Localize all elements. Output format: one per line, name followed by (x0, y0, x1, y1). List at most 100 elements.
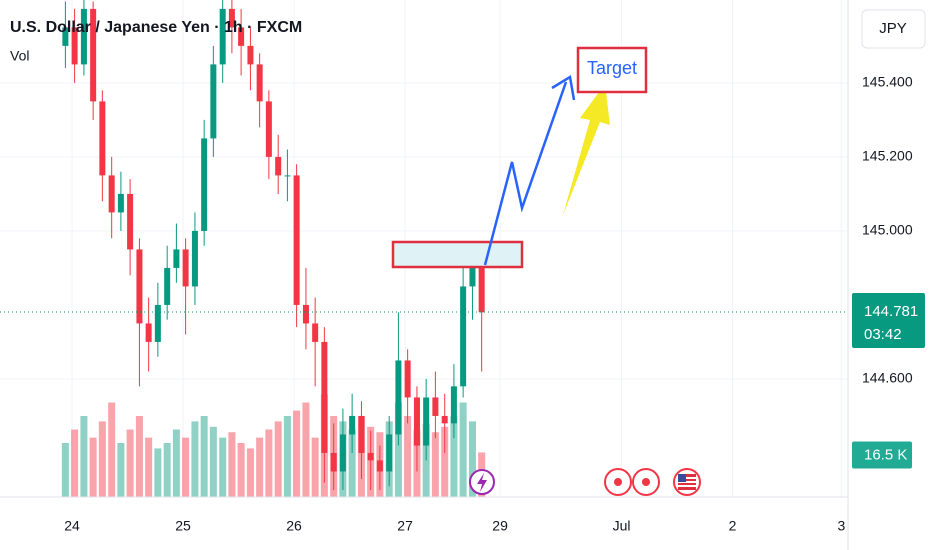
last-price-label: 144.781 (864, 303, 918, 320)
candle-body (293, 175, 300, 305)
candle-body (349, 415, 356, 435)
volume-pane (61, 394, 486, 497)
volume-bar (145, 437, 153, 497)
volume-bar (237, 443, 245, 497)
candle-body (358, 415, 365, 453)
event-dot (642, 478, 650, 486)
volume-bar (200, 416, 208, 497)
volume-bar (256, 437, 264, 497)
arrow-head (551, 74, 576, 101)
candle-body (321, 341, 328, 453)
volume-bar (191, 421, 199, 497)
candle-body (275, 156, 282, 176)
candle-body (117, 193, 124, 213)
candle-body (423, 397, 430, 446)
candle-body (441, 415, 448, 424)
volume-value-label: 16.5 K (864, 446, 907, 463)
candle-body (80, 8, 87, 65)
volume-bar (302, 402, 310, 497)
volume-bar (450, 416, 458, 497)
volume-bar (209, 426, 217, 497)
volume-bar (89, 437, 97, 497)
x-tick-label: 2 (729, 518, 737, 534)
volume-bar (80, 416, 88, 497)
grid (0, 0, 848, 497)
candle-body (136, 249, 143, 324)
x-tick-label: 29 (492, 518, 508, 534)
target-label: Target (587, 58, 637, 78)
projection-arrow (483, 81, 568, 266)
candle-body (90, 8, 97, 102)
candle-body (469, 267, 476, 287)
candle-body (450, 386, 457, 424)
y-tick-label: 144.600 (862, 370, 913, 386)
volume-bar (172, 429, 180, 497)
candle-body (62, 27, 69, 46)
volume-bar (117, 443, 125, 497)
volume-bar (404, 416, 412, 497)
us-flag (678, 474, 696, 490)
volume-bar (126, 429, 134, 497)
candle-body (404, 360, 411, 398)
volume-bar (293, 410, 301, 497)
candle-body (108, 175, 115, 213)
candle-body (312, 323, 319, 342)
candle-body (284, 175, 291, 177)
y-tick-label: 145.200 (862, 148, 913, 164)
candle-body (210, 64, 217, 139)
candle-pane (62, 0, 485, 490)
candle-body (256, 64, 263, 102)
x-tick-label: 3 (837, 518, 845, 534)
x-tick-label: 27 (397, 518, 413, 534)
candle-body (460, 286, 467, 387)
volume-bar (98, 421, 106, 497)
chart-title: U.S. Dollar / Japanese Yen · 1h · FXCM (10, 19, 302, 36)
currency-button[interactable] (861, 9, 926, 49)
volume-bar (246, 448, 254, 497)
volume-bar (135, 416, 143, 497)
x-tick-label: 25 (175, 518, 191, 534)
candle-body (173, 249, 180, 268)
countdown-label: 03:42 (864, 326, 902, 343)
candle-body (330, 452, 337, 472)
x-tick-label: Jul (613, 518, 631, 534)
event-dot (614, 478, 622, 486)
x-tick-label: 24 (64, 518, 80, 534)
volume-label: Vol (10, 48, 29, 64)
candle-body (247, 45, 254, 65)
volume-bar (108, 402, 116, 497)
volume-bar (348, 429, 356, 497)
candle-body (99, 101, 106, 176)
candle-body (302, 304, 309, 324)
candle-body (154, 304, 161, 342)
candle-body (395, 360, 402, 435)
volume-bar (182, 437, 190, 497)
candle-body (432, 397, 439, 416)
candle-body (201, 138, 208, 231)
candle-body (478, 267, 485, 313)
x-tick-label: 26 (286, 518, 302, 534)
volume-bar (441, 426, 449, 497)
volume-bar (422, 424, 430, 497)
volume-bar (71, 429, 79, 497)
volume-bar (468, 421, 476, 497)
volume-bar (283, 416, 291, 497)
currency-label: JPY (879, 20, 907, 37)
last-price-badge (852, 292, 925, 348)
volume-bar (265, 429, 273, 497)
resistance-box (391, 240, 524, 269)
volume-bar (163, 443, 171, 497)
candle-body (219, 8, 226, 65)
y-tick-label: 145.400 (862, 74, 913, 90)
target-box (576, 46, 648, 94)
candle-body (127, 193, 134, 250)
candle-body (145, 323, 152, 342)
candle-body (71, 27, 78, 65)
volume-bar (274, 421, 282, 497)
candle-body (413, 397, 420, 446)
volume-bar (154, 448, 162, 497)
volume-bar (219, 437, 227, 497)
lightning (477, 473, 487, 492)
volume-badge (852, 441, 912, 469)
